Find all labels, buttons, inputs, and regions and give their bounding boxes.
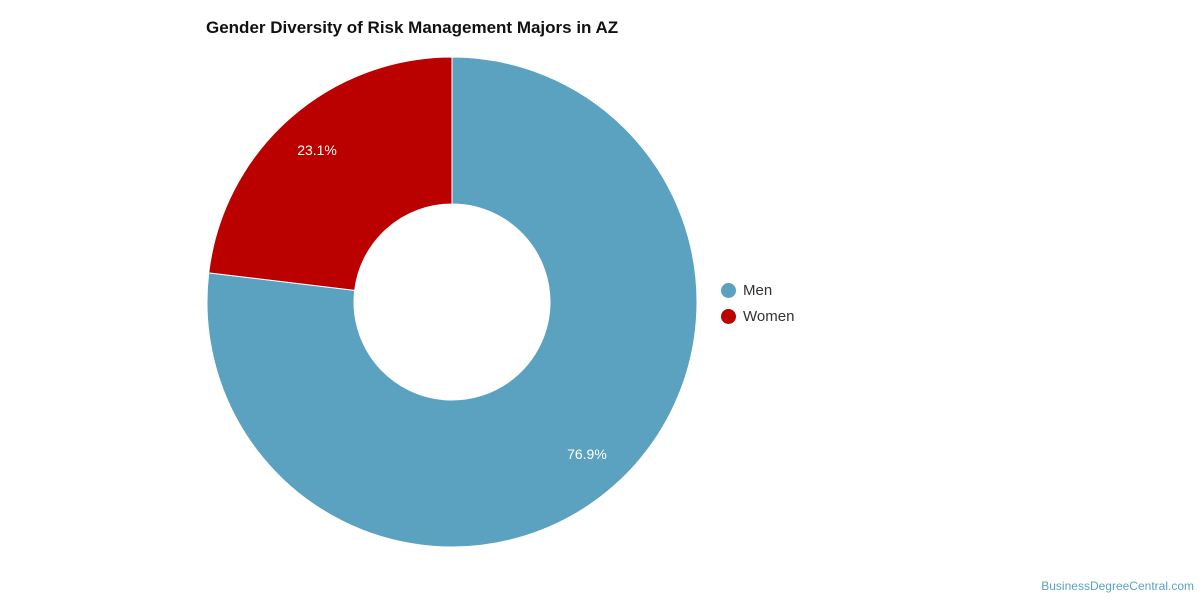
legend-marker-men: [721, 283, 736, 298]
legend-label-women: Women: [743, 308, 795, 325]
slice-women[interactable]: [208, 56, 453, 291]
data-label-men: 76.9%: [567, 446, 607, 462]
legend-item-men[interactable]: Men: [721, 282, 772, 299]
slice-men[interactable]: [206, 56, 698, 548]
chart-title: Gender Diversity of Risk Management Majo…: [206, 18, 619, 37]
credit-link[interactable]: BusinessDegreeCentral.com: [1041, 579, 1194, 593]
data-label-women: 23.1%: [297, 142, 337, 158]
legend-marker-women: [721, 309, 736, 324]
legend-item-women[interactable]: Women: [721, 308, 794, 325]
legend-label-men: Men: [743, 282, 773, 299]
